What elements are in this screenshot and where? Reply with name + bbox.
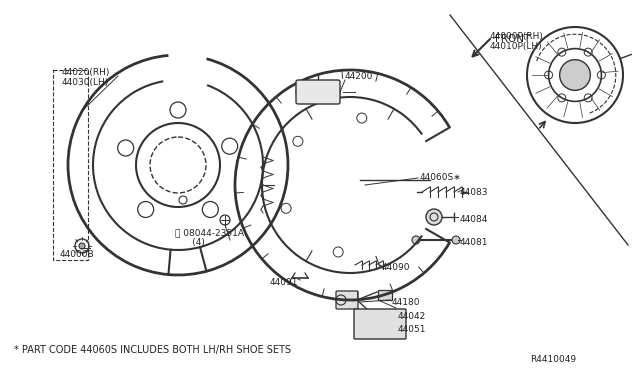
Text: 44020(RH)
44030(LH): 44020(RH) 44030(LH)	[62, 68, 110, 87]
Circle shape	[426, 209, 442, 225]
Text: 44091: 44091	[270, 278, 298, 287]
Text: 44090: 44090	[382, 263, 410, 272]
FancyBboxPatch shape	[378, 290, 392, 300]
Bar	[53, 70, 88, 260]
Text: 44000P(RH)
44010P(LH): 44000P(RH) 44010P(LH)	[490, 32, 544, 51]
Text: * PART CODE 44060S INCLUDES BOTH LH/RH SHOE SETS: * PART CODE 44060S INCLUDES BOTH LH/RH S…	[14, 345, 291, 355]
Circle shape	[452, 236, 460, 244]
Text: 44083: 44083	[460, 188, 488, 197]
Text: 44060S∗: 44060S∗	[420, 173, 461, 182]
Text: Ⓑ 08044-2351A
      (4): Ⓑ 08044-2351A (4)	[175, 228, 244, 247]
Circle shape	[412, 236, 420, 244]
Text: 44051: 44051	[398, 325, 426, 334]
Text: FRONT: FRONT	[495, 34, 531, 44]
Text: 44180: 44180	[392, 298, 420, 307]
FancyBboxPatch shape	[336, 291, 358, 309]
Text: 44042: 44042	[398, 312, 426, 321]
Text: 44081: 44081	[460, 238, 488, 247]
Text: R4410049: R4410049	[530, 355, 576, 364]
Text: 44200: 44200	[345, 72, 373, 81]
Circle shape	[296, 85, 310, 99]
Text: 44000B: 44000B	[60, 250, 95, 259]
Circle shape	[326, 85, 340, 99]
Circle shape	[79, 243, 85, 249]
FancyBboxPatch shape	[296, 80, 340, 104]
Text: 44084: 44084	[460, 215, 488, 224]
FancyBboxPatch shape	[354, 309, 406, 339]
Circle shape	[559, 60, 590, 90]
